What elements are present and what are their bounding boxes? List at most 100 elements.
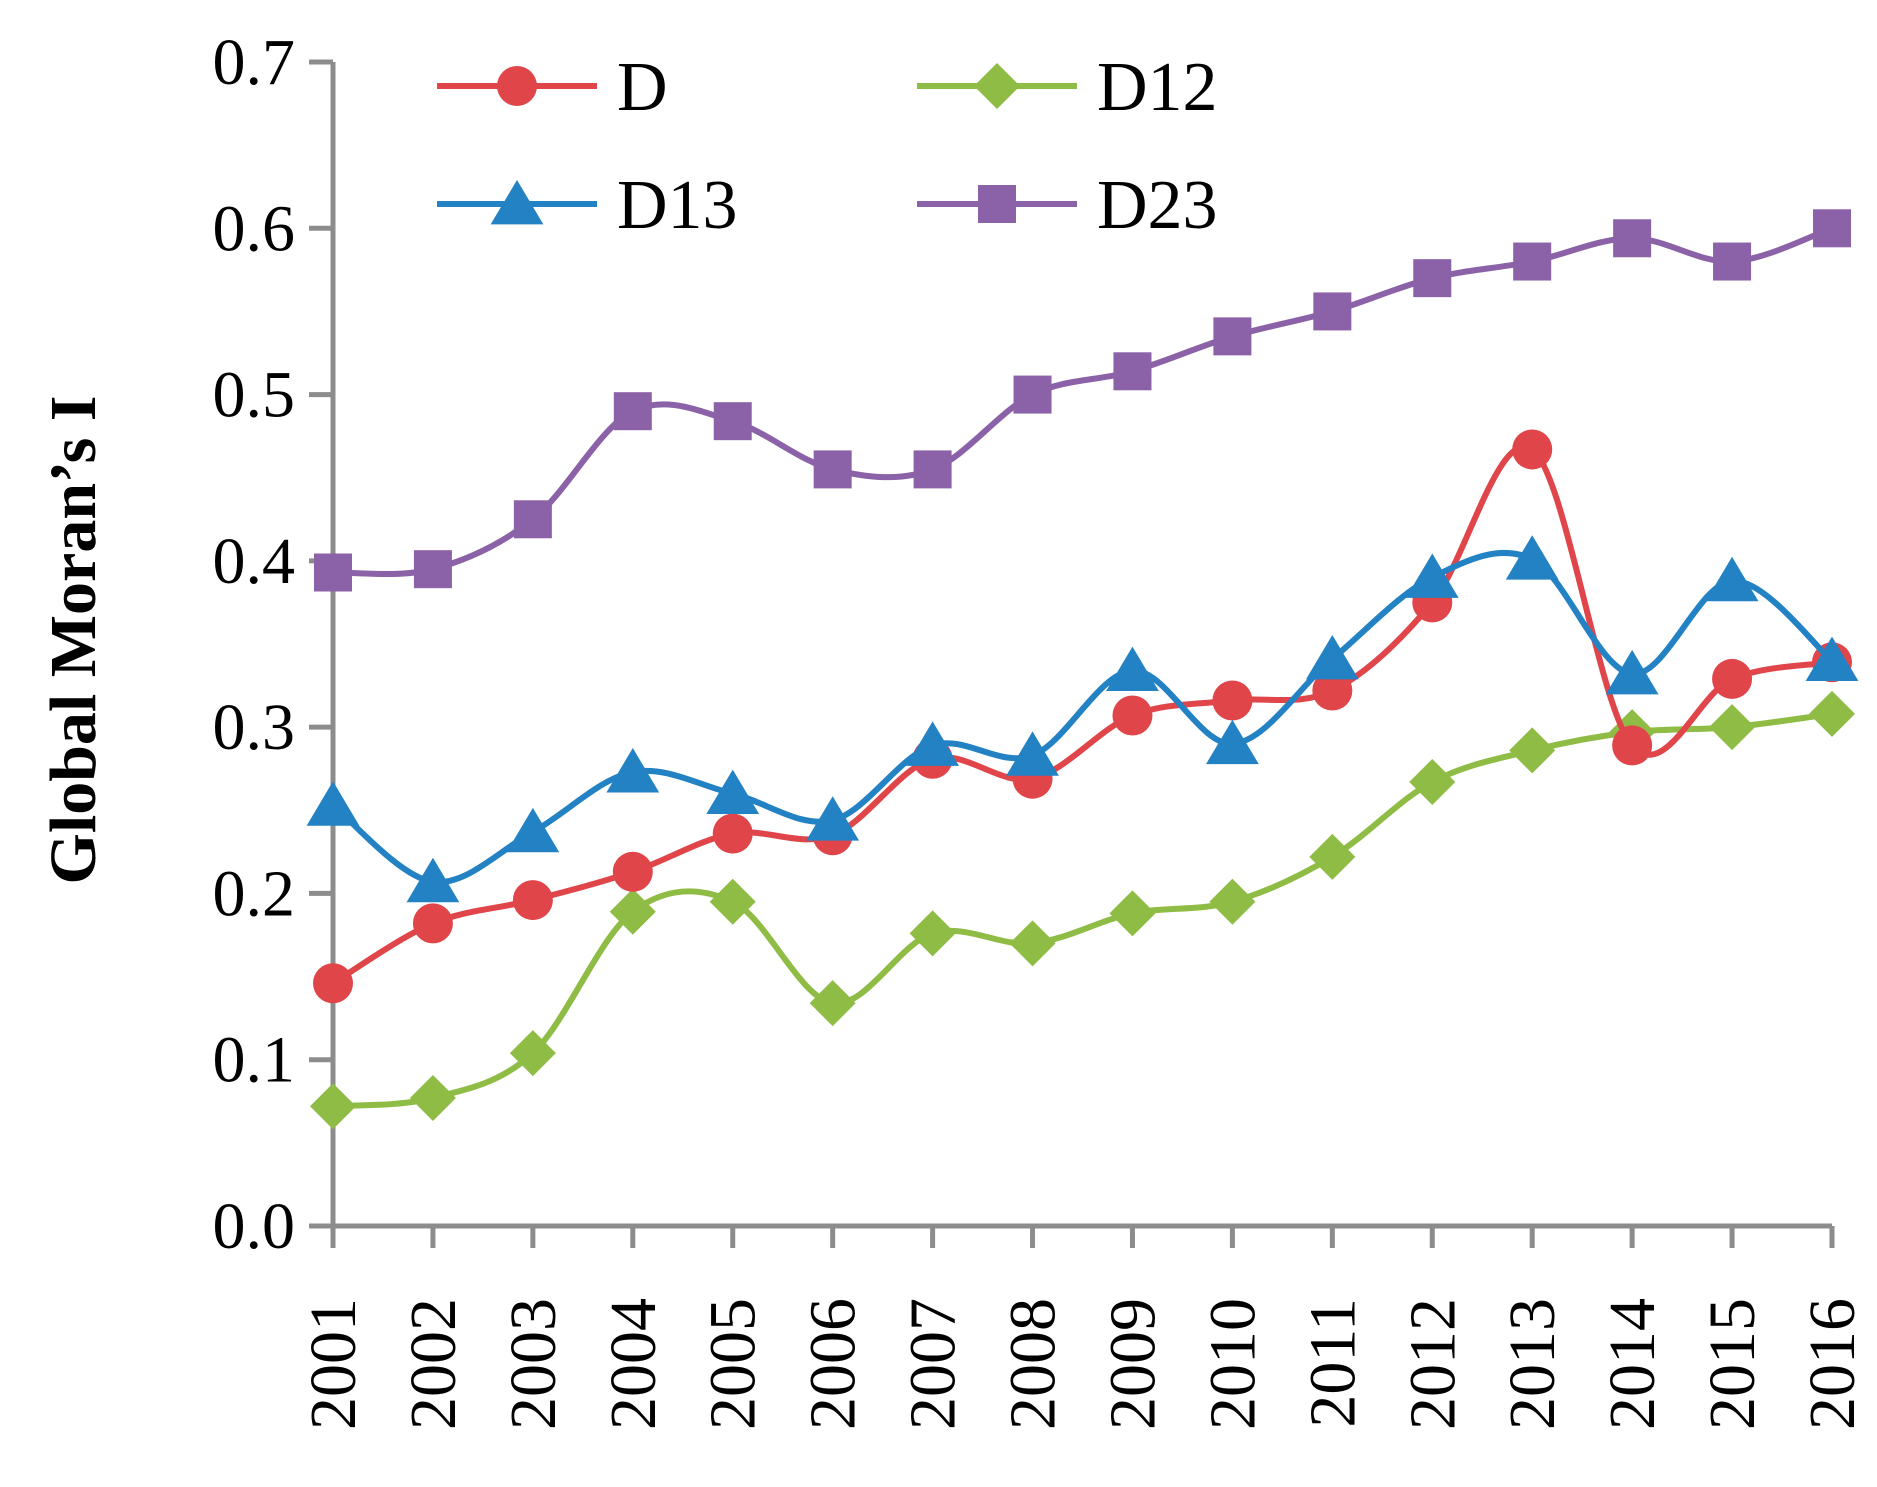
data-point-d13 [1705,556,1759,602]
series-line-d [331,443,1833,986]
series-line-d13 [331,549,1834,886]
x-tick-label: 2001 [297,1298,370,1430]
data-point-d23 [314,553,352,592]
legend-entry-d13: D13 [437,167,738,244]
x-tick-label: 2008 [997,1298,1070,1430]
legend-label: D13 [617,167,738,244]
legend-entry-d12: D12 [917,49,1218,126]
x-tick-label: 2002 [397,1298,470,1430]
legend-marker [978,185,1016,223]
data-point-d12 [1309,833,1356,880]
series-line-d12 [332,710,1833,1110]
x-tick-label: 2014 [1596,1298,1669,1430]
series-layer [306,209,1859,1130]
data-point-d [712,813,753,854]
series-d13 [306,535,1859,903]
data-point-d12 [509,1030,556,1077]
data-point-d23 [1113,352,1152,391]
data-point-d13 [606,748,660,793]
data-point-d12 [1509,727,1556,774]
data-point-d13 [506,807,560,853]
y-tick-label: 0.3 [213,691,296,764]
data-point-d [1512,429,1553,470]
data-point-d13 [1106,646,1159,692]
series-d12 [310,690,1855,1130]
legend-marker [974,63,1020,109]
y-tick-label: 0.4 [213,525,296,598]
x-tick-label: 2006 [797,1298,870,1430]
y-axis-title: Global Moran’s I [37,396,110,885]
x-axis-ticks: 2001 2002 2003 2004 2005 2006 2007 2008 2009 2010… [297,1226,1869,1430]
data-point-d23 [1513,242,1552,281]
data-point-d [1212,680,1253,721]
data-point-d23 [1813,209,1851,248]
x-tick-label: 2010 [1196,1298,1269,1430]
y-tick-label: 0.2 [213,857,296,930]
data-point-d [1712,658,1753,699]
x-tick-label: 2012 [1396,1298,1469,1430]
data-point-d [1112,695,1153,736]
legend-label: D [617,49,668,126]
data-point-d12 [1009,920,1056,967]
data-point-d13 [306,781,360,826]
data-point-d23 [1313,292,1352,331]
data-point-d23 [413,550,452,589]
data-point-d13 [406,857,460,903]
legend: D D12 D13 D23 [437,49,1218,244]
data-point-d [1612,725,1653,766]
data-point-d13 [1805,636,1859,682]
data-point-d13 [706,769,760,815]
data-point-d [1312,670,1353,711]
data-point-d13 [1006,731,1059,776]
data-point-d13 [1206,719,1259,765]
data-point-d12 [809,980,856,1027]
data-point-d23 [1213,317,1252,356]
data-point-d12 [409,1074,456,1121]
data-point-d23 [1613,219,1652,258]
legend-marker [490,180,544,225]
series-d [313,429,1852,1004]
axes [330,62,1832,1234]
legend-entry-d: D [437,49,668,126]
data-point-d12 [709,878,756,925]
legend-label: D23 [1097,167,1218,244]
y-tick-label: 0.0 [213,1190,296,1263]
data-point-d13 [1405,553,1459,598]
data-point-d12 [1209,878,1256,925]
y-tick-label: 0.5 [213,359,296,432]
y-tick-label: 0.7 [213,26,296,99]
data-point-d12 [1109,890,1156,937]
x-tick-label: 2009 [1096,1298,1169,1430]
series-line-d23 [332,225,1833,578]
data-point-d23 [513,500,552,539]
x-tick-label: 2005 [697,1298,770,1430]
series-d23 [314,209,1851,592]
legend-entry-d23: D23 [917,167,1218,244]
data-point-d23 [913,450,952,489]
x-tick-label: 2007 [897,1298,970,1430]
x-tick-label: 2011 [1296,1298,1369,1428]
x-tick-label: 2015 [1696,1298,1769,1430]
x-tick-label: 2016 [1796,1298,1869,1430]
data-point-d13 [1605,649,1659,695]
data-point-d12 [1409,759,1456,806]
data-point-d13 [906,721,959,766]
x-tick-label: 2004 [597,1298,670,1430]
data-point-d23 [1713,242,1752,281]
legend-label: D12 [1097,49,1218,126]
data-point-d23 [1413,259,1452,298]
x-tick-label: 2003 [497,1298,570,1430]
data-point-d23 [713,402,752,441]
data-point-d [612,851,653,892]
data-point-d12 [909,910,956,957]
y-axis-ticks: 0.0 0.1 0.2 0.3 0.4 0.5 0.6 0.7 [213,26,333,1263]
data-point-d [412,903,453,944]
legend-marker [497,66,537,106]
data-point-d13 [806,796,860,841]
x-tick-label: 2013 [1496,1298,1569,1430]
data-point-d [512,880,553,921]
data-point-d12 [310,1083,356,1130]
data-point-d23 [613,392,652,431]
data-point-d12 [609,888,656,935]
